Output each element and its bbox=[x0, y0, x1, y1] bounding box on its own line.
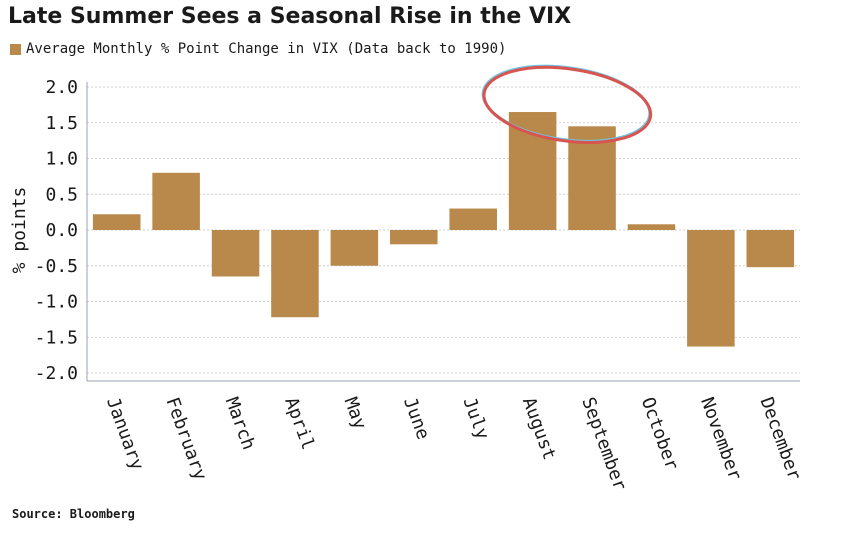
y-tick-label: -2.0 bbox=[35, 363, 78, 384]
x-tick-label: March bbox=[221, 395, 259, 453]
x-tick-label: April bbox=[280, 395, 318, 453]
y-tick-label: 1.0 bbox=[45, 149, 78, 170]
bar-august bbox=[508, 112, 557, 230]
gridlines bbox=[86, 82, 800, 382]
bar-january bbox=[92, 214, 141, 230]
bar-may bbox=[330, 230, 379, 266]
bar-october bbox=[627, 224, 676, 230]
bar-july bbox=[449, 208, 497, 230]
x-tick-label: June bbox=[399, 395, 434, 443]
bar-march bbox=[211, 230, 260, 277]
highlight-ellipse bbox=[482, 65, 653, 144]
y-tick-label: 2.0 bbox=[45, 77, 78, 98]
chart-title: Late Summer Sees a Seasonal Rise in the … bbox=[8, 4, 572, 29]
legend-label: Average Monthly % Point Change in VIX (D… bbox=[26, 41, 507, 57]
x-tick-label: January bbox=[102, 395, 148, 474]
x-tick-label: July bbox=[459, 395, 494, 443]
x-tick-label: February bbox=[161, 395, 210, 484]
source-note: Source: Bloomberg bbox=[12, 507, 135, 521]
x-tick-label: September bbox=[577, 395, 630, 494]
y-tick-label: -0.5 bbox=[35, 256, 78, 277]
y-tick-label: 0.5 bbox=[45, 184, 78, 205]
x-tick-label: December bbox=[756, 395, 805, 484]
bar-november bbox=[687, 230, 735, 347]
y-tick-labels: 2.0 1.5 1.0 0.5 0.0 -0.5 -1.0 -1.5 -2.0 bbox=[35, 77, 78, 384]
legend-swatch bbox=[10, 43, 21, 55]
bars bbox=[92, 112, 795, 347]
y-axis-label: % points bbox=[9, 187, 30, 274]
bar-april bbox=[271, 230, 319, 318]
bar-june bbox=[390, 230, 438, 245]
x-tick-label: August bbox=[518, 395, 560, 463]
legend: Average Monthly % Point Change in VIX (D… bbox=[10, 41, 506, 57]
y-tick-label: -1.5 bbox=[35, 327, 78, 348]
x-tick-label: May bbox=[340, 395, 371, 433]
bar-february bbox=[152, 172, 200, 230]
bar-december bbox=[746, 230, 795, 268]
x-tick-label: November bbox=[696, 395, 745, 484]
y-tick-label: -1.0 bbox=[35, 292, 78, 313]
x-tick-labels: January February March April May June July Augu… bbox=[102, 395, 805, 494]
y-tick-label: 1.5 bbox=[45, 113, 78, 134]
highlight-annotation bbox=[481, 64, 653, 144]
y-tick-label: 0.0 bbox=[45, 220, 78, 241]
x-tick-label: October bbox=[637, 395, 683, 474]
